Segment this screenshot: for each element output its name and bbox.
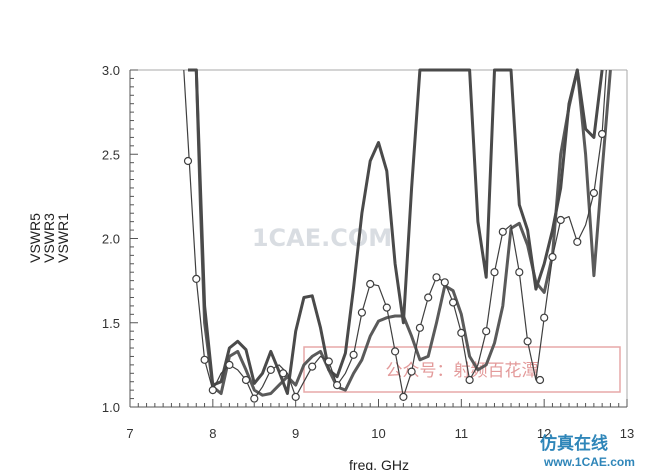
data-point-vswr5 <box>183 156 193 166</box>
data-point-vswr5 <box>308 362 317 371</box>
watermark-logo-text: 仿真在线 <box>540 433 608 454</box>
data-point-vswr5 <box>540 313 549 322</box>
data-point-vswr5 <box>440 278 449 287</box>
data-point-vswr5 <box>391 347 400 356</box>
data-point-vswr5 <box>457 328 466 337</box>
data-point-vswr5 <box>556 215 565 225</box>
series-line-vswr3 <box>188 68 604 395</box>
x-tick-label: 8 <box>209 426 216 441</box>
y-axis-label-vswr1: VSWR1 <box>55 213 71 263</box>
data-point-vswr5 <box>250 394 259 403</box>
watermark-stamp-text: 公众号：射频百花潭 <box>386 361 539 381</box>
data-point-vswr5 <box>482 327 491 336</box>
series-line-vswr5 <box>183 69 607 400</box>
tick-labels: 7 8 9 10 11 12 13 1.0 1.5 2.0 2.5 3.0 <box>102 63 634 441</box>
x-tick-label: 9 <box>292 426 299 441</box>
x-tick-label: 12 <box>537 426 551 441</box>
data-point-vswr5 <box>515 268 524 277</box>
data-point-vswr5 <box>498 227 507 236</box>
y-tick-label: 2.5 <box>102 147 120 162</box>
data-point-vswr5 <box>241 375 251 385</box>
y-axis-labels: VSWR5 VSWR3 VSWR1 <box>27 213 71 263</box>
data-point-vswr5 <box>357 308 366 317</box>
watermark-stamp-border <box>303 346 621 393</box>
data-point-vswr5 <box>523 337 532 346</box>
minor-ticks <box>129 69 628 408</box>
series-line-vswr1 <box>192 68 612 397</box>
data-point-vswr5 <box>535 375 545 385</box>
x-tick-label: 11 <box>455 426 469 441</box>
data-point-vswr5 <box>291 392 300 401</box>
data-point-vswr5 <box>589 188 599 198</box>
y-tick-label: 3.0 <box>102 63 120 78</box>
data-point-vswr5 <box>349 350 358 359</box>
y-tick-label: 1.0 <box>102 400 120 415</box>
x-tick-label: 7 <box>126 426 133 441</box>
data-point-vswr5 <box>449 298 458 307</box>
data-point-vswr5 <box>415 323 424 332</box>
data-point-vswr5 <box>548 252 557 262</box>
x-tick-label: 13 <box>620 426 634 441</box>
watermark-logo: 仿真在线 www.1CAE.com <box>540 433 635 469</box>
data-point-vswr5 <box>407 367 416 376</box>
y-tick-label: 2.0 <box>102 232 120 247</box>
y-tick-label: 1.5 <box>102 316 120 331</box>
data-point-vswr5 <box>200 355 209 364</box>
y-axis-label-vswr5: VSWR5 <box>27 213 43 263</box>
data-point-vswr5 <box>382 303 391 312</box>
data-point-vswr5 <box>490 268 499 277</box>
watermark-url-text: www.1CAE.com <box>543 455 635 469</box>
data-point-vswr5 <box>192 274 201 283</box>
data-point-vswr5 <box>465 375 474 385</box>
watermark-center-text: 1CAE.COM <box>252 224 392 252</box>
data-point-vswr5 <box>324 357 333 366</box>
y-axis-label-vswr3: VSWR3 <box>41 213 57 263</box>
data-point-vswr5 <box>279 369 288 378</box>
data-point-vswr5 <box>333 381 342 390</box>
data-point-vswr5 <box>266 365 275 374</box>
data-point-vswr5 <box>225 360 234 369</box>
data-point-vswr5 <box>432 273 441 282</box>
data-point-vswr5 <box>399 392 408 401</box>
x-tick-label: 10 <box>371 426 385 441</box>
series-layer <box>183 68 612 403</box>
watermark-stamp: 公众号：射频百花潭 <box>303 346 621 393</box>
data-point-vswr5 <box>424 293 433 302</box>
data-point-vswr5 <box>597 129 607 139</box>
data-point-vswr5 <box>366 279 375 289</box>
x-axis-label: freq, GHz <box>349 457 409 470</box>
data-point-vswr5 <box>573 237 582 246</box>
data-point-vswr5 <box>208 386 217 395</box>
